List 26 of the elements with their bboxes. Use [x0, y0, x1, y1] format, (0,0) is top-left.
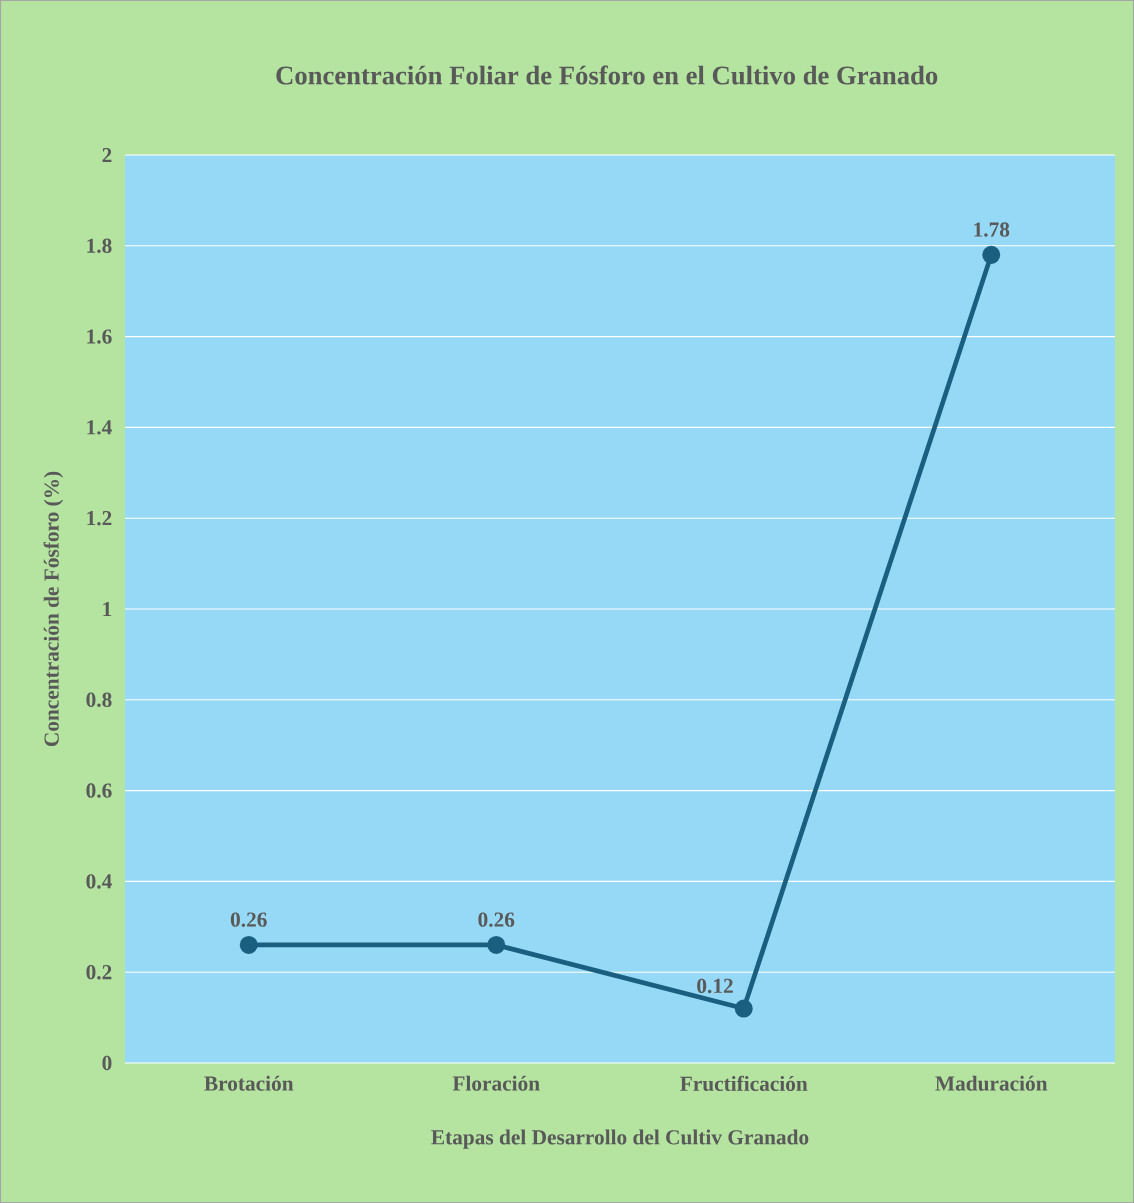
x-tick-label: Fructificación	[680, 1075, 808, 1091]
y-tick-label: 1.4	[87, 420, 112, 435]
y-tick-label: 0.2	[86, 964, 112, 980]
y-tick-label: 0.4	[86, 874, 112, 889]
y-tick-label: 0	[102, 1055, 112, 1071]
y-tick-label: 1.2	[87, 510, 112, 526]
data-label: 0.26	[478, 912, 515, 927]
y-tick-label: 0.6	[86, 783, 112, 798]
x-tick-label: Maduración	[935, 1075, 1048, 1091]
y-tick-label: 1	[103, 601, 112, 617]
point	[239, 935, 258, 954]
y-axis-title: Concentración de Fósforo (%)	[43, 471, 64, 747]
point	[734, 999, 753, 1018]
x-axis-title: Etapas del Desarrollo del Cultiv Granado	[431, 1129, 809, 1149]
point	[487, 935, 506, 954]
y-tick-label: 1.6	[87, 329, 112, 344]
data-label: 0.26	[230, 912, 267, 927]
y-tick-label: 0.8	[86, 692, 112, 708]
x-tick-label: Brotación	[204, 1075, 294, 1091]
point	[982, 245, 1001, 264]
chart-title: Concentración Foliar de Fósforo en el Cultivo de Granado	[276, 65, 938, 85]
data-label: 1.78	[974, 222, 1010, 237]
x-tick-label: Floración	[452, 1075, 540, 1091]
data-label: 0.12	[697, 978, 733, 994]
y-tick-label: 1.8	[87, 238, 112, 254]
y-tick-label: 2	[102, 147, 112, 163]
